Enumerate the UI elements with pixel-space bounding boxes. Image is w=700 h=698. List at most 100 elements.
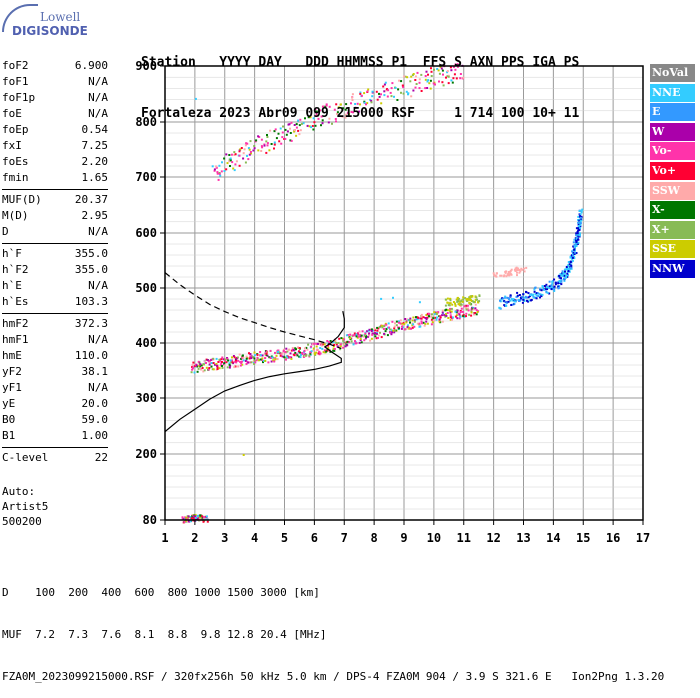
echo-point	[462, 315, 465, 318]
echo-point	[255, 139, 258, 142]
echo-point	[333, 349, 336, 352]
echo-point	[446, 297, 449, 300]
echo-point	[197, 367, 200, 370]
echo-point	[435, 313, 438, 316]
echo-point	[292, 349, 295, 352]
echo-point	[422, 316, 425, 319]
echo-point	[315, 348, 318, 351]
echo-point	[338, 345, 341, 348]
echo-point	[398, 320, 400, 323]
echo-point	[295, 126, 298, 129]
echo-point	[194, 97, 197, 100]
echo-point	[439, 315, 442, 317]
electron-density-profile	[164, 310, 345, 433]
echo-point	[335, 120, 337, 123]
echo-point	[573, 238, 576, 241]
param-name: foE	[2, 107, 22, 120]
echo-point	[290, 139, 293, 142]
echo-point	[234, 360, 237, 363]
echo-point	[450, 318, 453, 321]
echo-point	[438, 72, 441, 75]
echo-point	[205, 515, 208, 518]
echo-point	[215, 357, 218, 360]
echo-point	[553, 288, 556, 291]
echo-point	[422, 321, 425, 324]
echo-point	[192, 366, 195, 369]
y-tick-label: 600	[135, 226, 157, 240]
echo-point	[352, 334, 355, 337]
echo-point	[508, 274, 511, 277]
echo-point	[475, 313, 478, 316]
echo-point	[563, 279, 566, 282]
echo-point	[387, 89, 390, 92]
echo-point	[268, 356, 271, 359]
param-name: foF1	[2, 75, 29, 88]
echo-point	[290, 356, 293, 359]
echo-point	[238, 154, 241, 157]
echo-point	[526, 299, 528, 302]
echo-point	[350, 111, 353, 113]
echo-point	[523, 270, 526, 273]
echo-point	[492, 272, 495, 275]
echo-point	[400, 80, 403, 83]
echo-point	[368, 332, 371, 335]
echo-point	[332, 341, 335, 343]
echo-point	[227, 359, 230, 362]
echo-point	[272, 359, 275, 362]
echo-point	[235, 359, 238, 362]
echo-point	[388, 326, 391, 329]
echo-point	[263, 143, 266, 146]
echo-point	[425, 320, 428, 323]
echo-point	[315, 351, 318, 354]
echo-point	[495, 272, 498, 275]
echo-point	[298, 124, 301, 127]
echo-point	[283, 138, 286, 140]
echo-point	[221, 161, 223, 164]
echo-point	[346, 111, 349, 114]
echo-point	[534, 296, 537, 299]
echo-point	[424, 317, 427, 319]
param-row-hf: h`F 355.0	[2, 246, 108, 262]
echo-point	[446, 75, 449, 78]
echo-point	[546, 291, 549, 294]
echo-point	[567, 270, 570, 272]
param-value: 110.0	[74, 349, 108, 362]
echo-point	[253, 147, 256, 150]
echo-point	[238, 150, 241, 153]
echo-point	[510, 273, 513, 276]
param-name: B0	[2, 413, 16, 426]
echo-point	[371, 95, 374, 98]
y-tick-label: 80	[143, 513, 157, 527]
echo-point	[428, 82, 431, 85]
echo-point	[337, 106, 340, 109]
echo-point	[286, 350, 289, 353]
echo-point	[424, 87, 427, 90]
echo-point	[510, 297, 513, 300]
echo-point	[377, 334, 380, 337]
echo-point	[441, 314, 444, 317]
echo-point	[463, 305, 466, 308]
param-name: fmin	[2, 171, 29, 184]
param-row-hme: hmE 110.0	[2, 348, 108, 364]
echo-point	[383, 83, 386, 86]
echo-point	[460, 303, 463, 306]
echo-point	[371, 90, 374, 93]
echo-point	[216, 171, 219, 174]
echo-point	[386, 334, 389, 337]
echo-point	[447, 304, 450, 307]
echo-point	[363, 339, 366, 342]
echo-point	[297, 119, 300, 122]
echo-point	[252, 149, 255, 152]
echo-point	[459, 73, 462, 75]
echo-point	[296, 354, 299, 357]
echo-point	[359, 92, 362, 95]
echo-point	[251, 355, 254, 358]
echo-point	[423, 324, 426, 327]
echo-point	[508, 298, 510, 300]
echo-point	[228, 363, 231, 366]
echo-point	[288, 123, 291, 126]
echo-point	[336, 111, 339, 114]
echo-point	[426, 87, 429, 89]
echo-point	[247, 158, 250, 161]
param-row-fxi: fxI 7.25	[2, 138, 108, 154]
